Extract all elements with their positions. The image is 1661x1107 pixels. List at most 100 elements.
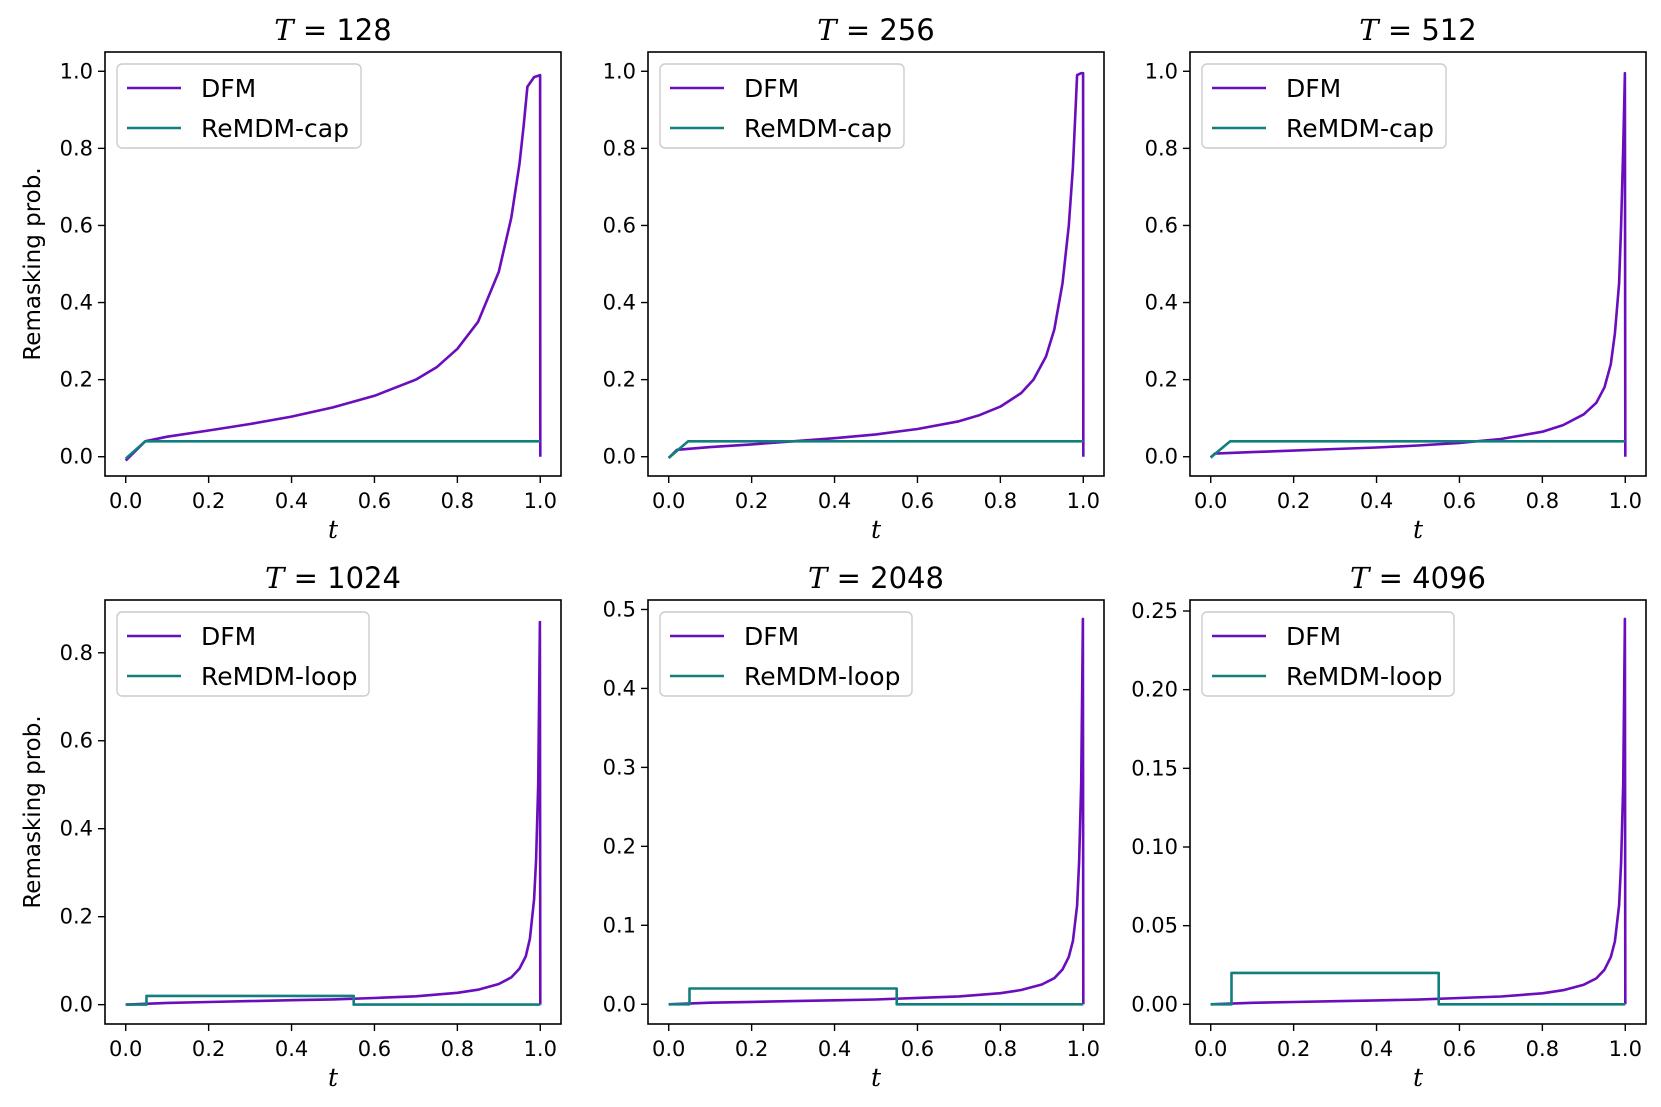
y-tick-label: 1.0 bbox=[60, 59, 93, 83]
plot-frame bbox=[104, 51, 562, 477]
y-tick-label: 1.0 bbox=[1145, 59, 1178, 83]
x-tick-label: 1.0 bbox=[1067, 1037, 1100, 1061]
legend-entry-remdm-loop: ReMDM-loop bbox=[744, 662, 900, 691]
y-tick-label: 0.2 bbox=[60, 905, 93, 929]
y-tick-label: 0.05 bbox=[1131, 914, 1178, 938]
x-tick-label: 1.0 bbox=[1609, 489, 1642, 513]
series-line-dfm bbox=[125, 620, 542, 1006]
x-tick-label: 0.2 bbox=[192, 489, 225, 513]
plot-frame bbox=[647, 51, 1105, 477]
title-equals: = bbox=[827, 561, 870, 595]
x-tick-label: 0.8 bbox=[441, 489, 474, 513]
title-variable: T bbox=[265, 561, 287, 595]
x-tick-label: 0.2 bbox=[1277, 489, 1310, 513]
y-tick-label: 0.8 bbox=[60, 136, 93, 160]
title-variable: T bbox=[1359, 13, 1381, 47]
subplot-title: T = 4096 bbox=[1350, 561, 1486, 595]
title-value: 512 bbox=[1421, 13, 1476, 47]
x-axis-label: t bbox=[1413, 1063, 1424, 1092]
y-tick-label: 0.4 bbox=[60, 817, 93, 841]
title-value: 256 bbox=[879, 13, 934, 47]
y-tick-label: 0.2 bbox=[603, 368, 636, 392]
subplot-title: T = 512 bbox=[1359, 13, 1476, 47]
y-tick-label: 0.5 bbox=[603, 597, 636, 621]
y-tick-label: 0.3 bbox=[603, 755, 636, 779]
y-tick-label: 0.8 bbox=[603, 136, 636, 160]
x-tick-label: 0.8 bbox=[984, 489, 1017, 513]
series-line-remdm-loop bbox=[1210, 971, 1626, 1006]
series-line-dfm bbox=[1210, 617, 1627, 1006]
title-variable: T bbox=[808, 561, 830, 595]
y-tick-label: 0.25 bbox=[1131, 599, 1178, 623]
x-axis-label: t bbox=[871, 515, 882, 544]
y-tick-label: 0.6 bbox=[60, 729, 93, 753]
x-tick-label: 0.4 bbox=[1360, 489, 1393, 513]
legend-entry-remdm-loop: ReMDM-loop bbox=[201, 662, 357, 691]
x-tick-label: 0.6 bbox=[358, 489, 391, 513]
legend-entry-dfm: DFM bbox=[744, 622, 799, 651]
x-tick-label: 0.8 bbox=[1526, 1037, 1559, 1061]
subplot-title: T = 256 bbox=[817, 13, 934, 47]
x-tick-label: 0.6 bbox=[901, 1037, 934, 1061]
x-tick-label: 0.2 bbox=[735, 489, 768, 513]
y-axis-label: Remasking prob. bbox=[20, 167, 46, 360]
x-tick-label: 1.0 bbox=[1609, 1037, 1642, 1061]
series-line-remdm-cap bbox=[1209, 439, 1626, 459]
x-tick-label: 0.8 bbox=[1526, 489, 1559, 513]
legend-entry-dfm: DFM bbox=[201, 622, 256, 651]
subplot-title: T = 2048 bbox=[808, 561, 944, 595]
x-tick-label: 0.2 bbox=[192, 1037, 225, 1061]
x-tick-label: 0.4 bbox=[818, 1037, 851, 1061]
y-tick-label: 0.10 bbox=[1131, 835, 1178, 859]
x-axis-label: t bbox=[328, 1063, 339, 1092]
subplot-6: 0.0 0.2 0.4 0.6 0.8 1.0 0.00 0.05 0.10 0.15 0.20 0.… bbox=[1131, 561, 1647, 1092]
legend-entry-remdm-cap: ReMDM-cap bbox=[201, 114, 349, 143]
legend-entry-remdm-loop: ReMDM-loop bbox=[1286, 662, 1442, 691]
x-tick-label: 0.0 bbox=[652, 1037, 685, 1061]
series-line-dfm bbox=[124, 73, 542, 462]
title-equals: = bbox=[1379, 13, 1422, 47]
subplot-2: 0.0 0.2 0.4 0.6 0.8 1.0 0.0 0.2 0.4 0.6 0.8 1.0 t T =… bbox=[603, 13, 1105, 544]
x-tick-label: 0.2 bbox=[735, 1037, 768, 1061]
title-value: 4096 bbox=[1412, 561, 1486, 595]
x-tick-label: 0.0 bbox=[1194, 1037, 1227, 1061]
title-equals: = bbox=[1369, 561, 1412, 595]
y-tick-label: 0.00 bbox=[1131, 992, 1178, 1016]
title-value: 1024 bbox=[327, 561, 401, 595]
x-tick-label: 0.8 bbox=[984, 1037, 1017, 1061]
y-tick-label: 0.0 bbox=[60, 445, 93, 469]
y-tick-label: 0.8 bbox=[60, 641, 93, 665]
y-tick-label: 0.6 bbox=[603, 213, 636, 237]
x-tick-label: 1.0 bbox=[524, 489, 557, 513]
x-tick-label: 0.4 bbox=[275, 489, 308, 513]
x-tick-label: 0.6 bbox=[1443, 1037, 1476, 1061]
x-tick-label: 0.0 bbox=[109, 489, 142, 513]
title-variable: T bbox=[274, 13, 296, 47]
y-tick-label: 0.0 bbox=[603, 445, 636, 469]
x-tick-label: 0.0 bbox=[109, 1037, 142, 1061]
x-axis-label: t bbox=[1413, 515, 1424, 544]
y-tick-label: 0.8 bbox=[1145, 136, 1178, 160]
y-tick-label: 0.6 bbox=[60, 213, 93, 237]
title-equals: = bbox=[284, 561, 327, 595]
series-line-remdm-cap bbox=[667, 439, 1084, 459]
plot-frame bbox=[647, 599, 1105, 1025]
x-tick-label: 0.6 bbox=[358, 1037, 391, 1061]
title-variable: T bbox=[817, 13, 839, 47]
title-value: 2048 bbox=[870, 561, 944, 595]
x-tick-label: 1.0 bbox=[1067, 489, 1100, 513]
subplot-1: 0.0 0.2 0.4 0.6 0.8 1.0 0.0 0.2 0.4 0.6 0.8 1.0 t Rem… bbox=[20, 13, 562, 544]
series-line-remdm-loop bbox=[125, 994, 541, 1006]
legend-entry-remdm-cap: ReMDM-cap bbox=[1286, 114, 1434, 143]
y-tick-label: 0.0 bbox=[1145, 445, 1178, 469]
legend-entry-dfm: DFM bbox=[201, 74, 256, 103]
x-axis-label: t bbox=[871, 1063, 882, 1092]
series-line-dfm bbox=[668, 617, 1085, 1006]
title-equals: = bbox=[837, 13, 880, 47]
x-axis-label: t bbox=[328, 515, 339, 544]
legend-entry-dfm: DFM bbox=[1286, 74, 1341, 103]
y-tick-label: 0.4 bbox=[603, 676, 636, 700]
title-equals: = bbox=[294, 13, 337, 47]
x-tick-label: 1.0 bbox=[524, 1037, 557, 1061]
